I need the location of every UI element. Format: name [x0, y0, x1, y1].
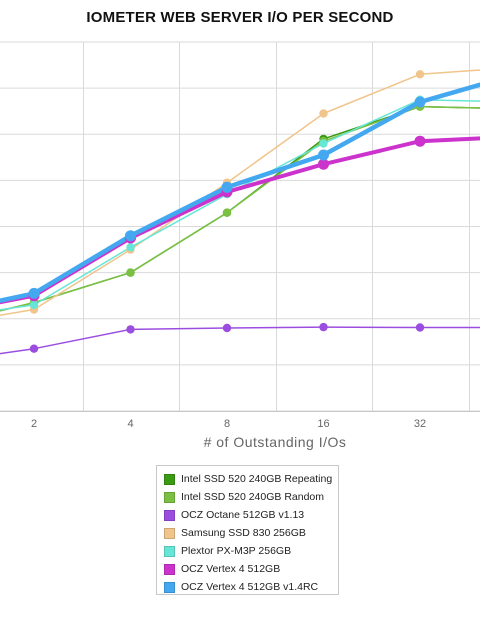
legend-swatch [164, 527, 175, 539]
legend-swatch [164, 563, 175, 575]
series-points [28, 70, 426, 353]
grid-lines [0, 41, 480, 412]
data-point [28, 287, 40, 299]
legend-label: Intel SSD 520 240GB Random [181, 491, 325, 503]
legend-item: Plextor PX-M3P 256GB [164, 542, 338, 560]
series-line-6 [0, 136, 480, 305]
legend-swatch [164, 473, 175, 485]
x-tick-labels: 2 4 8 16 32 [31, 418, 426, 430]
data-point [221, 181, 233, 193]
data-point [415, 70, 425, 79]
legend-item: Intel SSD 520 240GB Random [164, 488, 338, 506]
data-point [414, 96, 426, 108]
data-point [318, 149, 329, 161]
data-point [415, 323, 425, 332]
chart-title: IOMETER WEB SERVER I/O PER SECOND [86, 9, 394, 26]
legend-item: Samsung SSD 830 256GB [164, 524, 338, 542]
legend-label: OCZ Vertex 4 512GB v1.4RC [181, 581, 319, 593]
data-point [319, 109, 328, 118]
data-point [126, 268, 135, 277]
legend-label: Samsung SSD 830 256GB [181, 527, 306, 539]
series-line-1 [0, 105, 480, 312]
data-point [319, 322, 328, 332]
series-line-2 [0, 105, 480, 312]
x-tick-label: 4 [127, 418, 133, 430]
legend-label: Intel SSD 520 240GB Repeating [181, 473, 333, 485]
x-tick-label: 2 [31, 418, 37, 430]
legend: Intel SSD 520 240GB Repeating Intel SSD 5… [156, 465, 339, 595]
legend-label: OCZ Vertex 4 512GB [181, 563, 281, 575]
legend-swatch [164, 491, 175, 503]
data-point [318, 158, 329, 170]
legend-item: Intel SSD 520 240GB Repeating [164, 470, 338, 488]
legend-item: OCZ Vertex 4 512GB [164, 560, 338, 578]
data-point [126, 325, 135, 334]
line-chart: 2 4 8 16 32 # of Outstanding I/Os [0, 41, 480, 450]
data-point [125, 230, 136, 242]
data-point [222, 323, 232, 333]
data-point [319, 139, 328, 148]
legend-swatch [164, 509, 175, 521]
x-tick-label: 8 [224, 418, 230, 430]
data-point [29, 344, 39, 353]
series-line-7 [0, 82, 480, 303]
series-line-3 [0, 326, 480, 355]
x-tick-label: 32 [414, 418, 426, 430]
data-point [126, 243, 135, 252]
legend-item: OCZ Octane 512GB v1.13 [164, 506, 338, 524]
legend-label: OCZ Octane 512GB v1.13 [181, 509, 305, 521]
legend-swatch [164, 581, 175, 593]
legend-item: OCZ Vertex 4 512GB v1.4RC [164, 578, 338, 596]
legend-label: Plextor PX-M3P 256GB [181, 545, 292, 557]
data-point [222, 208, 232, 217]
data-point [414, 135, 426, 147]
data-point [29, 300, 39, 310]
x-axis-title: # of Outstanding I/Os [204, 434, 347, 450]
legend-swatch [164, 545, 175, 557]
x-tick-label: 16 [317, 418, 329, 430]
